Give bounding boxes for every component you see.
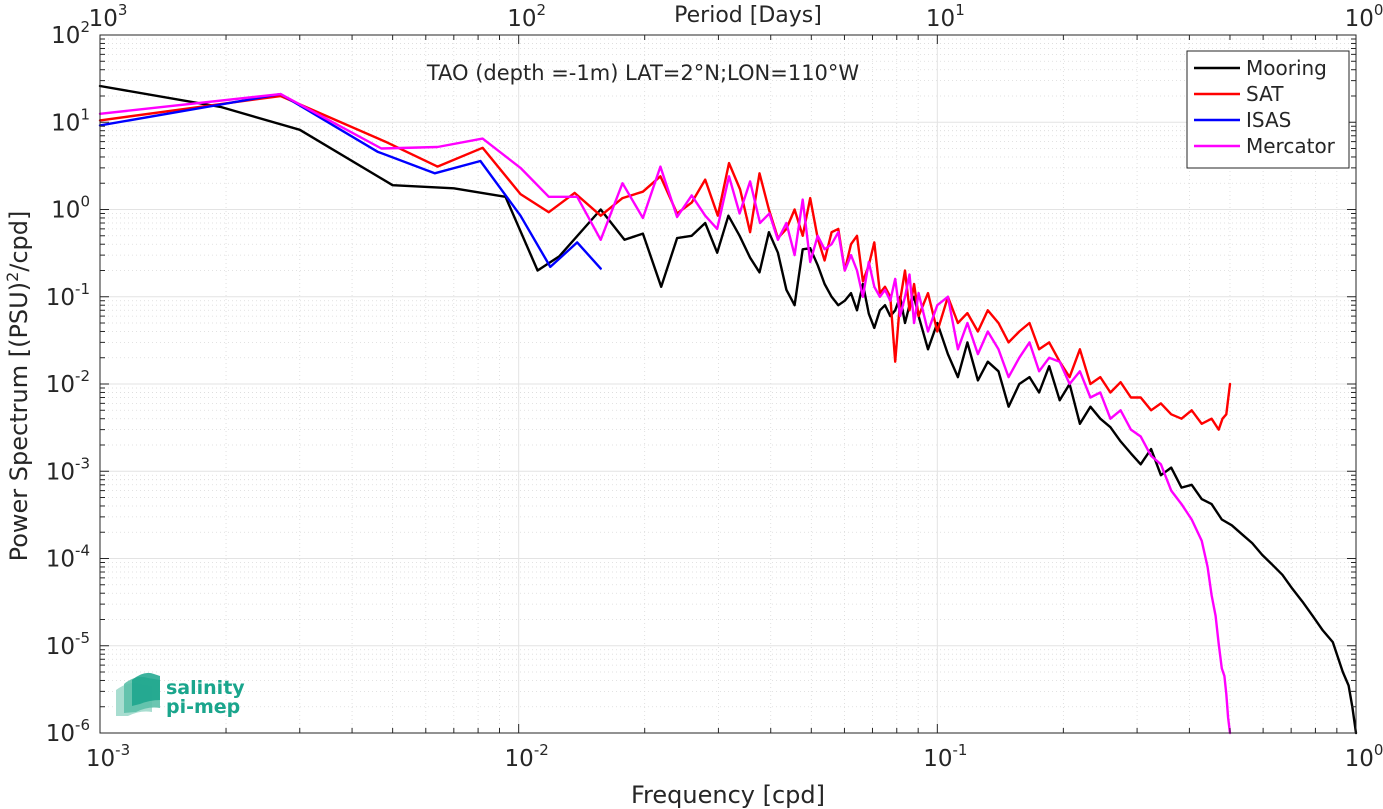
x2-tick-label: 101	[926, 1, 965, 32]
x2-tick-label: 102	[507, 1, 546, 32]
y-tick-label: 10-6	[46, 716, 90, 747]
x2-tick-label: 103	[89, 1, 128, 32]
legend-label: SAT	[1246, 82, 1284, 106]
y-tick-label: 10-3	[46, 454, 90, 485]
data-series	[98, 84, 1358, 735]
y-tick-label: 10-2	[46, 367, 90, 398]
y-tick-label: 101	[51, 105, 90, 136]
legend-label: Mercator	[1246, 134, 1336, 158]
series-line-mooring	[98, 84, 1358, 735]
logo-text-line1: salinity	[166, 677, 245, 699]
y-axis-title: Power Spectrum [(PSU)2/cpd]	[3, 211, 33, 562]
x-tick-label: 10-1	[923, 741, 967, 772]
series-line-sat	[98, 94, 1232, 431]
y-tick-label: 10-5	[46, 629, 90, 660]
top-axis-title: Period [Days]	[674, 3, 822, 28]
x-tick-label: 100	[1345, 741, 1383, 772]
legend-box	[1186, 50, 1350, 169]
y-tick-label: 10-1	[46, 280, 90, 311]
legend-label: ISAS	[1246, 108, 1291, 132]
series-line-mercator	[98, 92, 1232, 735]
x-tick-label: 10-2	[505, 741, 549, 772]
logo-text-line2: pi-mep	[166, 696, 240, 718]
legend-label: Mooring	[1246, 56, 1327, 80]
wave-logo-icon	[116, 672, 160, 716]
y-tick-label: 100	[51, 193, 90, 224]
salinity-pi-mep-logo: salinity pi-mep	[116, 672, 245, 718]
y-tick-label: 102	[51, 18, 90, 49]
tick-marks	[99, 34, 1357, 734]
x-tick-label: 10-3	[86, 741, 130, 772]
y-tick-label: 10-4	[46, 542, 90, 573]
series-line-isas	[98, 92, 602, 270]
x-axis-title: Frequency [cpd]	[631, 781, 825, 809]
chart-title: TAO (depth =-1m) LAT=2°N;LON=110°W	[426, 61, 860, 85]
x2-tick-label: 100	[1345, 1, 1383, 32]
